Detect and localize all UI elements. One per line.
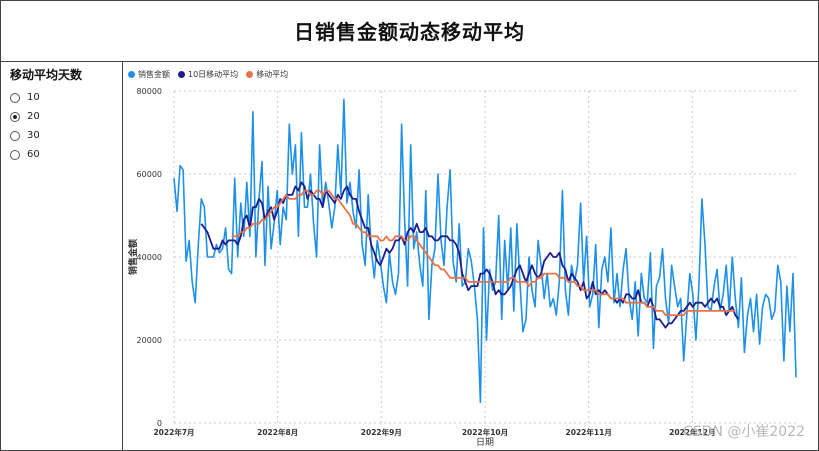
y-tick-label: 60000 xyxy=(137,170,162,179)
chart-canvas: 0 20000 40000 60000 80000 2022年7月 2022年8月 2022年… xyxy=(127,87,797,448)
page-title: 日销售金额动态移动平均 xyxy=(294,20,525,44)
legend-label-ma10: 10日移动平均 xyxy=(188,70,239,79)
chart-legend: 销售金额 10日移动平均 移动平均 xyxy=(128,69,288,80)
x-tick-label: 2022年11月 xyxy=(566,427,612,437)
slicer-option-10[interactable]: 10 xyxy=(10,88,112,107)
radio-20[interactable] xyxy=(10,111,20,122)
slicer-option-label: 10 xyxy=(27,92,40,103)
slicer-option-30[interactable]: 30 xyxy=(10,126,112,145)
legend-label-ma: 移动平均 xyxy=(256,70,289,79)
watermark: CSDN @小崔2022 xyxy=(683,424,805,440)
legend-item-sales[interactable]: 销售金额 xyxy=(128,69,170,80)
series-line-ma10 xyxy=(200,181,740,329)
slicer-option-label: 30 xyxy=(27,130,40,141)
x-tick-label: 2022年8月 xyxy=(257,427,298,437)
legend-item-ma[interactable]: 移动平均 xyxy=(246,69,288,80)
radio-60[interactable] xyxy=(10,149,20,160)
series-line-ma xyxy=(231,189,736,316)
y-tick-label: 20000 xyxy=(137,336,162,345)
moving-average-slicer: 移动平均天数 10 20 30 60 xyxy=(0,62,123,451)
x-tick-label: 2022年10月 xyxy=(462,427,508,437)
slicer-option-20[interactable]: 20 xyxy=(10,107,112,126)
y-tick-label: 80000 xyxy=(137,87,162,96)
slicer-title: 移动平均天数 xyxy=(10,68,83,82)
legend-dot-ma10 xyxy=(178,71,185,78)
y-tick-label: 0 xyxy=(157,419,162,428)
x-tick-label: 2022年7月 xyxy=(153,427,194,437)
x-tick-label: 2022年12月 xyxy=(669,427,715,437)
slicer-option-label: 60 xyxy=(27,149,40,160)
slicer-option-label: 20 xyxy=(27,111,40,122)
x-axis-title: 日期 xyxy=(476,437,494,448)
legend-dot-ma xyxy=(246,71,254,78)
radio-10[interactable] xyxy=(10,92,20,103)
y-axis-title: 销售金额 xyxy=(127,239,139,275)
legend-dot-sales xyxy=(128,71,135,78)
y-tick-label: 40000 xyxy=(137,253,162,262)
line-chart: 销售金额 10日移动平均 移动平均 0 20000 40000 60000 80000 2… xyxy=(124,62,818,450)
slicer-option-60[interactable]: 60 xyxy=(10,145,112,164)
x-tick-label: 2022年9月 xyxy=(361,427,402,437)
title-bar: 日销售金额动态移动平均 xyxy=(0,0,819,62)
legend-label-sales: 销售金额 xyxy=(138,70,170,79)
legend-item-ma10[interactable]: 10日移动平均 xyxy=(178,69,238,80)
series-line-sales xyxy=(173,98,797,404)
radio-30[interactable] xyxy=(10,130,20,141)
